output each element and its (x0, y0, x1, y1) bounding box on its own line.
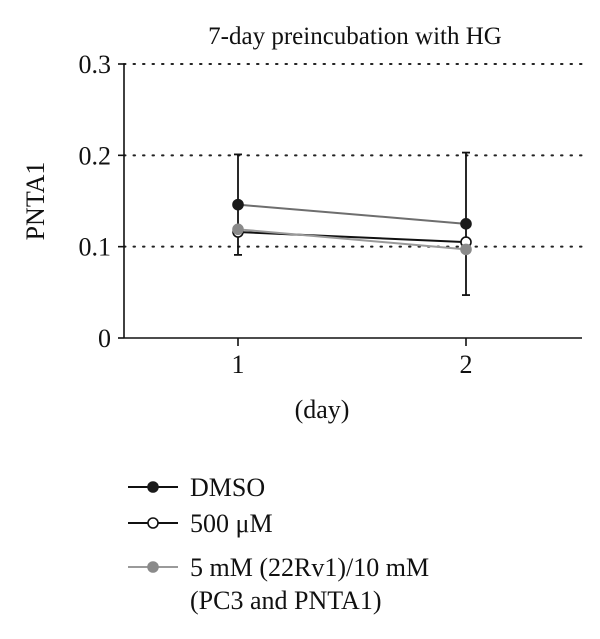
data-point (232, 223, 244, 236)
grid-lines (123, 63, 583, 248)
legend-swatch-marker (147, 517, 159, 529)
legend-item-2: 500 μM (128, 509, 273, 538)
y-ticks: 0 0.1 0.2 0.3 (79, 50, 124, 353)
legend-label: 500 μM (190, 509, 273, 538)
x-axis-label: (day) (295, 395, 350, 424)
series-line (237, 203, 467, 225)
series-line (237, 228, 467, 251)
legend-label: (PC3 and PNTA1) (190, 586, 381, 615)
legend-label: 5 mM (22Rv1)/10 mM (190, 553, 429, 582)
data-point (460, 243, 472, 256)
series-layer (232, 151, 472, 296)
y-tick-label: 0.2 (79, 141, 112, 170)
legend-item-1: DMSO (128, 473, 265, 502)
x-tick-label: 2 (460, 350, 473, 379)
y-tick-label: 0.1 (79, 233, 112, 262)
data-point (460, 218, 472, 230)
legend-item-3: 5 mM (22Rv1)/10 mM (PC3 and PNTA1) (128, 553, 429, 615)
data-point (232, 198, 244, 211)
legend-swatch-marker (147, 561, 159, 573)
series-line (237, 231, 467, 244)
series-2 (232, 226, 472, 248)
legend-swatch-marker (147, 481, 159, 493)
legend: DMSO 500 μM 5 mM (22Rv1)/10 mM (PC3 and PNT… (128, 473, 429, 615)
y-tick-label: 0 (98, 324, 111, 353)
legend-label: DMSO (190, 473, 265, 502)
chart-title: 7-day preincubation with HG (208, 23, 502, 50)
series-3 (232, 223, 472, 256)
series-1 (232, 151, 472, 296)
x-tick-label: 1 (232, 350, 245, 379)
y-axis-label: PNTA1 (21, 162, 50, 241)
y-tick-label: 0.3 (79, 50, 112, 79)
